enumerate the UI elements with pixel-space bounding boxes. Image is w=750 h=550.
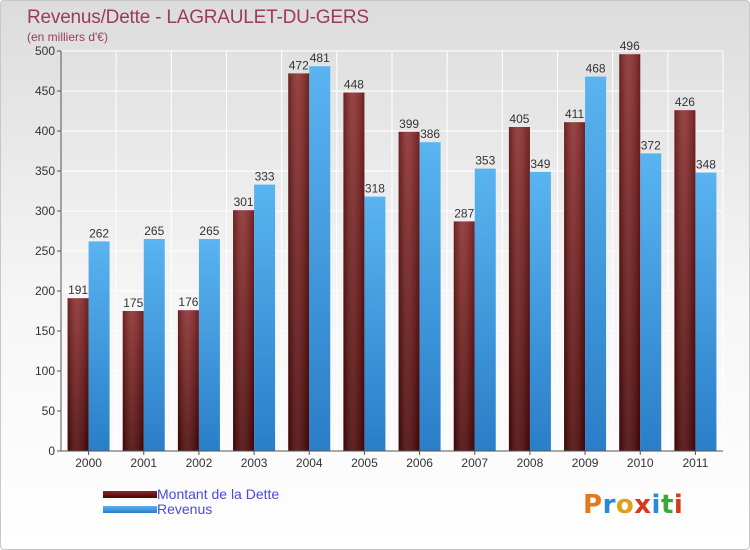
logo-letter: o: [615, 490, 635, 520]
data-label-revenus: 481: [310, 51, 330, 65]
data-label-debt: 191: [68, 283, 88, 297]
y-tick-label: 50: [42, 404, 56, 418]
data-label-debt: 448: [344, 78, 364, 92]
data-label-revenus: 386: [420, 127, 440, 141]
data-label-debt: 426: [675, 95, 695, 109]
x-tick-label: 2000: [75, 456, 102, 470]
data-label-revenus: 349: [530, 157, 550, 171]
logo-letter: i: [673, 490, 684, 520]
bar-revenus: [364, 196, 386, 451]
data-label-revenus: 265: [144, 224, 164, 238]
bar-debt-shade: [122, 311, 144, 451]
bar-debt-shade: [233, 210, 255, 451]
bar-debt-shade: [453, 221, 475, 451]
y-tick-label: 350: [35, 164, 55, 178]
proxiti-logo: Proxiti: [583, 490, 683, 520]
x-tick-label: 2009: [572, 456, 599, 470]
bar-revenus: [254, 184, 276, 451]
data-label-revenus: 372: [641, 138, 661, 152]
bar-debt-shade: [398, 131, 420, 452]
legend-item-revenus: Revenus: [103, 502, 279, 517]
bar-debt-shade: [343, 92, 365, 451]
legend-label-revenus: Revenus: [157, 501, 213, 517]
chart-legend: Montant de la Dette Revenus: [103, 487, 279, 517]
bar-revenus: [198, 239, 220, 451]
data-label-revenus: 265: [199, 224, 219, 238]
bar-debt-shade: [67, 298, 89, 451]
bar-revenus: [640, 153, 662, 451]
y-tick-label: 150: [35, 324, 55, 338]
bar-debt-shade: [288, 73, 310, 452]
bar-revenus: [88, 241, 110, 451]
data-label-revenus: 348: [696, 158, 716, 172]
logo-letter: x: [634, 490, 652, 520]
data-label-revenus: 318: [365, 182, 385, 196]
data-label-revenus: 468: [586, 62, 606, 76]
x-tick-label: 2005: [351, 456, 378, 470]
logo-letter: r: [602, 490, 616, 520]
bar-debt-shade: [619, 54, 641, 451]
legend-swatch-revenus: [103, 506, 157, 513]
legend-label-debt: Montant de la Dette: [157, 486, 280, 502]
data-label-debt: 287: [454, 206, 474, 220]
x-tick-label: 2008: [517, 456, 544, 470]
y-tick-label: 300: [35, 204, 55, 218]
data-label-debt: 405: [509, 112, 529, 126]
y-tick-label: 450: [35, 84, 55, 98]
x-tick-label: 2007: [461, 456, 488, 470]
bar-revenus: [529, 171, 551, 452]
x-tick-label: 2006: [406, 456, 433, 470]
y-tick-label: 100: [35, 364, 55, 378]
y-tick-label: 500: [35, 44, 55, 58]
logo-letter: i: [651, 490, 661, 520]
x-tick-label: 2003: [241, 456, 268, 470]
bar-revenus: [474, 168, 496, 451]
bar-debt-shade: [508, 127, 530, 451]
bar-revenus: [419, 142, 441, 451]
bar-revenus: [143, 239, 165, 451]
data-label-debt: 175: [123, 296, 143, 310]
data-label-debt: 301: [234, 195, 254, 209]
data-label-revenus: 333: [255, 170, 275, 184]
logo-letter: P: [583, 490, 603, 520]
bar-debt-shade: [177, 310, 199, 451]
x-tick-label: 2010: [627, 456, 654, 470]
chart-subtitle: (en milliers d'€): [27, 30, 108, 44]
data-label-debt: 411: [565, 107, 584, 121]
data-label-debt: 176: [178, 295, 198, 309]
data-label-debt: 496: [620, 39, 640, 53]
y-tick-label: 250: [35, 244, 55, 258]
bar-revenus: [585, 76, 607, 451]
data-label-debt: 399: [399, 117, 419, 131]
x-tick-label: 2001: [130, 456, 157, 470]
legend-item-debt: Montant de la Dette: [103, 487, 279, 502]
legend-swatch-debt: [103, 491, 157, 498]
x-tick-label: 2002: [186, 456, 213, 470]
chart-title: Revenus/Dette - LAGRAULET-DU-GERS: [27, 7, 369, 28]
x-tick-label: 2011: [683, 456, 709, 470]
bar-debt-shade: [564, 122, 586, 451]
x-tick-label: 2004: [296, 456, 323, 470]
data-label-revenus: 353: [475, 154, 495, 168]
bar-revenus: [309, 66, 331, 451]
y-tick-label: 200: [35, 284, 55, 298]
logo-letter: t: [660, 490, 674, 520]
data-label-debt: 472: [289, 58, 309, 72]
bar-debt-shade: [674, 110, 696, 451]
y-tick-label: 400: [35, 124, 55, 138]
data-label-revenus: 262: [89, 226, 109, 240]
bar-revenus: [695, 172, 717, 451]
y-tick-label: 0: [48, 444, 55, 458]
